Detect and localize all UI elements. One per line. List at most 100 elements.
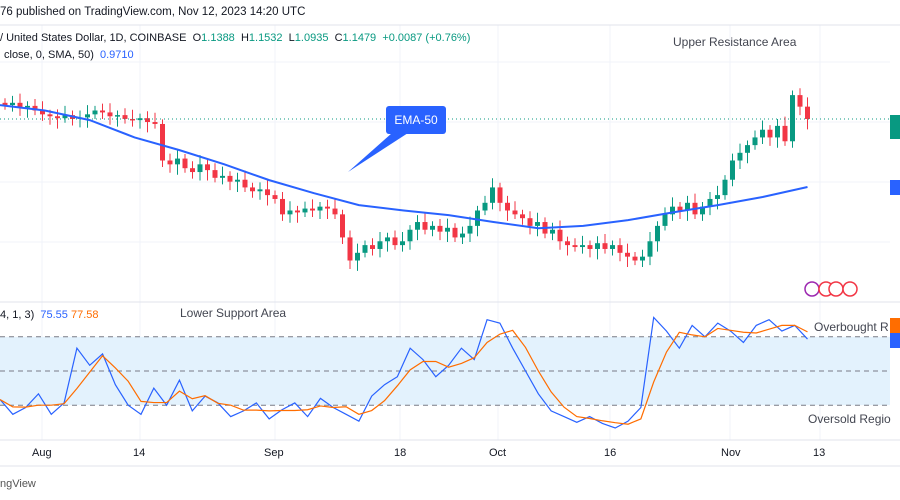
candle-body — [325, 206, 330, 209]
event-flag-icon — [842, 281, 858, 297]
candle-body — [130, 118, 135, 121]
candle-body — [730, 160, 735, 180]
overbought-label: Overbought R — [814, 320, 889, 334]
candle-body — [40, 110, 45, 115]
candle-body — [625, 252, 630, 257]
price-axis-last-price-label — [890, 115, 900, 139]
ema-callout-text: EMA-50 — [394, 113, 438, 127]
candle-body — [700, 206, 705, 215]
candle-body — [25, 105, 30, 108]
candle-body — [145, 118, 150, 123]
candle-body — [47, 114, 53, 117]
candle-body — [355, 252, 360, 261]
candle-body — [797, 95, 803, 107]
symbol-name: / United States Dollar, 1D, COINBASE — [0, 32, 187, 44]
candle-body — [602, 243, 608, 249]
candle-body — [197, 164, 203, 173]
candle-body — [317, 206, 323, 211]
candle-body — [760, 129, 765, 138]
x-tick: 18 — [394, 447, 407, 459]
candle-body — [205, 164, 210, 171]
candle-body — [377, 241, 383, 249]
candle-body — [422, 222, 428, 230]
low-value: 1.0935 — [294, 32, 329, 44]
candle-body — [242, 179, 248, 188]
candle-body — [235, 179, 240, 182]
ema50-line — [0, 104, 808, 230]
candle-body — [520, 214, 525, 219]
candle-body — [737, 152, 743, 161]
candle-body — [527, 218, 533, 226]
candle-body — [535, 222, 540, 226]
candle-body — [332, 208, 338, 215]
candle-body — [647, 241, 653, 257]
candle-body — [347, 237, 353, 261]
candle-body — [617, 245, 623, 253]
stoch-k-line — [0, 316, 808, 429]
candle-body — [280, 198, 285, 215]
candle-body — [587, 245, 593, 249]
close-label: C — [334, 32, 343, 44]
candle-body — [707, 198, 713, 207]
candle-body — [272, 195, 278, 199]
candle-body — [227, 175, 233, 182]
price-axis-ema-label — [890, 180, 900, 195]
candle-body — [62, 115, 68, 119]
candle-body — [385, 237, 390, 242]
candle-body — [2, 102, 8, 106]
high-label: H — [240, 32, 249, 44]
candle-body — [550, 229, 555, 234]
candle-body — [17, 102, 23, 108]
candle-body — [475, 210, 480, 226]
high-value: 1.1532 — [248, 32, 283, 44]
low-label: L — [288, 32, 295, 44]
candle-body — [152, 122, 158, 124]
candle-body — [572, 245, 578, 248]
candle-body — [715, 195, 720, 199]
x-tick: 13 — [813, 447, 826, 459]
candle-body — [392, 237, 398, 246]
open-value: 1.1388 — [201, 32, 235, 44]
candle-body — [490, 187, 495, 203]
event-flag-icon — [828, 281, 844, 297]
candle-body — [790, 95, 795, 142]
x-tick: Nov — [721, 447, 741, 459]
candle-body — [580, 245, 585, 248]
candle-body — [670, 206, 675, 215]
candle-body — [175, 158, 180, 165]
candle-body — [310, 208, 315, 211]
upper-resistance-label: Upper Resistance Area — [673, 35, 797, 49]
candle-body — [595, 243, 600, 249]
candle-body — [257, 189, 263, 192]
candle-body — [92, 110, 98, 115]
candle-body — [505, 202, 510, 211]
candle-body — [302, 208, 308, 213]
candle-body — [265, 189, 270, 196]
tradingview-footer: ngView — [0, 478, 36, 490]
candle-body — [100, 110, 105, 113]
stoch-d-line — [0, 324, 808, 425]
candle-body — [55, 116, 60, 119]
stoch-k-axis-label — [890, 333, 900, 348]
candle-body — [512, 210, 518, 215]
candle-body — [295, 210, 300, 213]
candle-body — [430, 225, 435, 230]
candle-body — [655, 225, 660, 242]
candle-body — [400, 241, 405, 246]
candle-body — [250, 187, 255, 192]
footer-brand: ngView — [0, 478, 36, 490]
candle-body — [767, 129, 773, 138]
candle-body — [107, 112, 113, 117]
candle-body — [407, 229, 413, 242]
candle-body — [722, 179, 728, 196]
stoch-label: 4, 1, 3) — [0, 309, 35, 321]
change-value: +0.0087 (+0.76%) — [382, 32, 471, 44]
candle-body — [557, 229, 563, 242]
candle-body — [497, 187, 503, 203]
candle-body — [85, 114, 90, 118]
ema-callout: EMA-50 — [386, 106, 446, 134]
candle-body — [445, 227, 450, 232]
candle-body — [685, 202, 690, 211]
x-tick: Oct — [489, 447, 507, 459]
